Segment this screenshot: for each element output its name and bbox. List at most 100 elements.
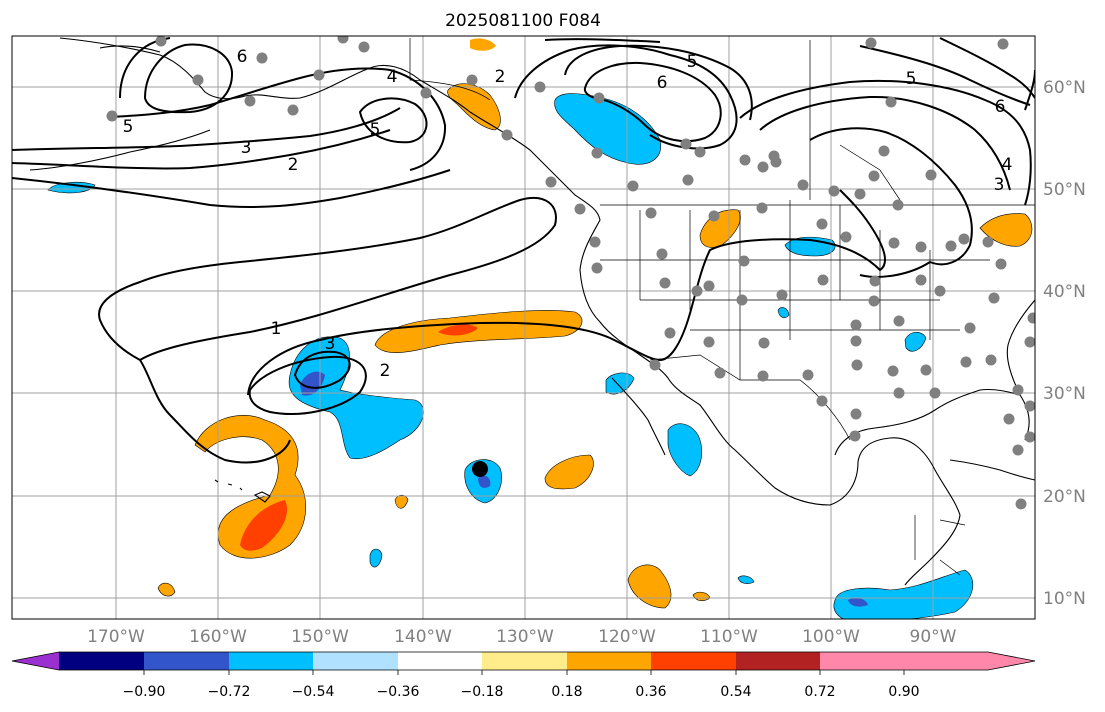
contour-label: 3 <box>241 138 252 158</box>
colorbar-tick-label: −0.36 <box>377 684 420 700</box>
station-marker <box>534 81 546 93</box>
lat-label: 20°N <box>1043 487 1086 507</box>
station-marker <box>850 335 862 347</box>
station-marker <box>691 285 703 297</box>
station-marker <box>995 258 1007 270</box>
map-frame <box>11 35 1036 620</box>
station-marker <box>817 274 829 286</box>
lat-label: 50°N <box>1043 180 1086 200</box>
anomaly-strong-negative-region <box>300 371 325 396</box>
station-marker <box>915 274 927 286</box>
anomaly-positive-region <box>627 564 672 609</box>
station-marker <box>756 202 768 214</box>
station-marker <box>1027 312 1035 324</box>
station-marker <box>851 359 863 371</box>
colorbar-swatch <box>820 652 904 670</box>
station-marker <box>1015 498 1027 510</box>
colorbar-swatch <box>904 652 988 670</box>
anomaly-negative-region <box>554 93 661 165</box>
anomaly-positive-region <box>979 213 1033 247</box>
station-marker <box>828 185 840 197</box>
station-marker <box>960 356 972 368</box>
anomaly-negative-region <box>369 548 383 568</box>
colorbar-tick-label: 0.36 <box>635 684 666 700</box>
colorbar-extend-min <box>12 652 59 670</box>
station-marker <box>703 280 715 292</box>
station-marker <box>593 92 605 104</box>
station-marker <box>1003 413 1015 425</box>
station-marker <box>885 96 897 108</box>
contour-label: 2 <box>495 67 506 87</box>
colorbar-tick-label: −0.54 <box>292 684 335 700</box>
station-marker <box>680 138 692 150</box>
station-marker <box>868 170 880 182</box>
station-marker <box>985 354 997 366</box>
contour-label: 3 <box>325 334 336 354</box>
station-marker <box>892 199 904 211</box>
station-marker <box>358 41 370 53</box>
contour-label: 6 <box>657 73 668 93</box>
station-marker <box>708 210 720 222</box>
contour-label: 5 <box>370 120 381 140</box>
station-marker <box>589 236 601 248</box>
contour-label: 4 <box>1002 155 1013 175</box>
station-marker <box>1012 444 1024 456</box>
station-marker <box>964 322 976 334</box>
colorbar-outline <box>11 651 1036 671</box>
station-marker <box>155 36 167 47</box>
station-marker <box>106 110 118 122</box>
station-marker <box>1024 336 1035 348</box>
lon-label: 110°W <box>700 627 758 647</box>
anomaly-positive-region <box>157 582 176 597</box>
lon-label: 140°W <box>394 627 452 647</box>
station-marker <box>840 231 852 243</box>
colorbar-tick-label: 0.18 <box>551 684 582 700</box>
station-marker <box>703 336 715 348</box>
station-marker <box>337 36 349 44</box>
contour-label: 5 <box>687 52 698 72</box>
colorbar: −0.90 −0.72 −0.54 −0.36 −0.18 0.18 0.36 … <box>11 651 1036 700</box>
station-marker <box>757 161 769 173</box>
station-marker <box>850 408 862 420</box>
station-marker <box>865 37 877 49</box>
station-marker <box>945 240 957 252</box>
anomaly-strong-negative-region <box>848 597 868 607</box>
station-marker <box>1024 431 1035 443</box>
longitude-labels: 170°W 160°W 150°W 140°W 130°W 120°W 110°… <box>87 627 957 647</box>
station-marker <box>915 241 927 253</box>
lat-label: 10°N <box>1043 589 1086 609</box>
station-marker <box>802 369 814 381</box>
anomaly-positive-region <box>374 310 583 353</box>
station-marker <box>925 169 937 181</box>
station-marker <box>776 289 788 301</box>
station-marker <box>934 285 946 297</box>
station-marker <box>1012 384 1024 396</box>
colorbar-tick-label: −0.18 <box>461 684 504 700</box>
station-marker <box>627 180 639 192</box>
station-marker <box>591 147 603 159</box>
colorbar-swatch <box>313 652 398 670</box>
lon-label: 170°W <box>87 627 145 647</box>
lat-label: 30°N <box>1043 384 1086 404</box>
anomaly-positive-region <box>544 454 594 490</box>
station-marker <box>256 52 268 64</box>
colorbar-tick-label: −0.90 <box>123 684 166 700</box>
station-marker <box>768 150 780 162</box>
station-marker <box>988 292 1000 304</box>
station-marker <box>869 275 881 287</box>
station-marker <box>816 218 828 230</box>
colorbar-swatch <box>482 652 567 670</box>
station-marker <box>591 262 603 274</box>
station-marker <box>192 74 204 86</box>
station-marker <box>854 188 866 200</box>
station-marker <box>739 154 751 166</box>
colorbar-tick-label: 0.72 <box>804 684 835 700</box>
station-marker <box>287 104 299 116</box>
station-marker <box>920 364 932 376</box>
contour-labels: 6 5 4 2 5 3 2 5 6 5 6 4 3 1 3 2 <box>123 47 1013 381</box>
station-marker <box>649 359 661 371</box>
station-marker <box>659 277 671 289</box>
station-marker <box>694 146 706 158</box>
station-marker <box>929 387 941 399</box>
